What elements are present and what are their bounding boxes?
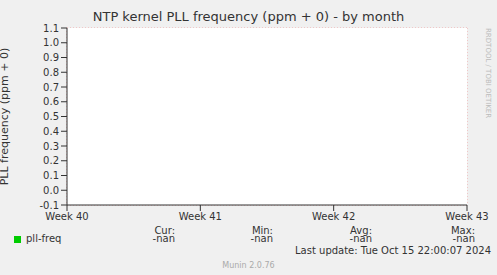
svg-text:PLL frequency (ppm + 0): PLL frequency (ppm + 0)	[8, 48, 11, 186]
html-text:Cur:: Cur:	[154, 225, 175, 236]
svg-text:0.2: 0.2	[43, 155, 59, 166]
html-text:Min:: Min:	[251, 225, 273, 236]
svg-text:0.4: 0.4	[43, 126, 59, 137]
html-text:RRDTOOL / TOBI OETIKER: RRDTOOL / TOBI OETIKER	[484, 28, 492, 119]
svg-text:0.9: 0.9	[43, 52, 59, 63]
svg-text:-0.1: -0.1	[39, 200, 59, 211]
html-text:pll-freq: pll-freq	[26, 233, 62, 244]
html-text:-nan: -nan	[452, 233, 475, 244]
html-text:-nan: -nan	[349, 233, 372, 244]
html-text:Munin 2.0.76: Munin 2.0.76	[222, 261, 275, 270]
svg-text:1.1: 1.1	[43, 23, 59, 34]
svg-text:0.8: 0.8	[43, 67, 59, 78]
svg-text:Week 41: Week 41	[179, 211, 222, 222]
svg-text:0.6: 0.6	[43, 96, 59, 107]
svg-text:Week 43: Week 43	[445, 211, 488, 222]
html-text:NTP kernel PLL frequency (ppm: NTP kernel PLL frequency (ppm + 0) - by …	[92, 9, 405, 24]
html-text:Last update: Tue Oct 15 22:00:: Last update: Tue Oct 15 22:00:07 2024	[295, 245, 491, 256]
svg-text:0.1: 0.1	[43, 170, 59, 181]
svg-text:0.7: 0.7	[43, 82, 59, 93]
svg-text:0.0: 0.0	[43, 185, 59, 196]
svg-text:0.5: 0.5	[43, 111, 59, 122]
html-text:-nan: -nan	[152, 233, 175, 244]
svg-text:Week 42: Week 42	[312, 211, 355, 222]
svg-text:Week 40: Week 40	[45, 211, 88, 222]
svg-text:1.0: 1.0	[43, 37, 59, 48]
html-text:Avg:: Avg:	[350, 225, 372, 236]
html-text:Max:: Max:	[451, 225, 475, 236]
html-text:-nan: -nan	[250, 233, 273, 244]
svg-text:0.3: 0.3	[43, 141, 59, 152]
